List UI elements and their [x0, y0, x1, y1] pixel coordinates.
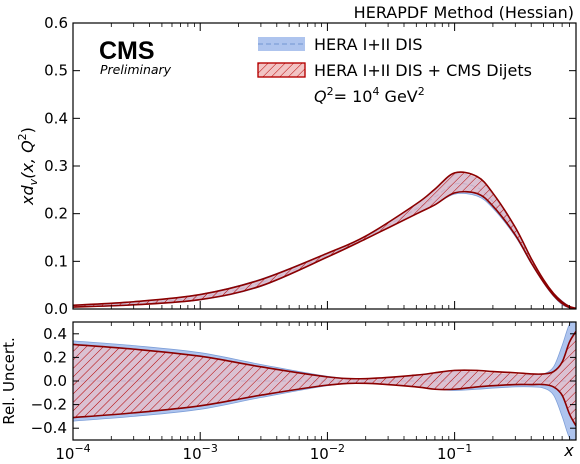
y-tick-label: 0.0 — [44, 300, 68, 318]
x-tick-label: 10−3 — [183, 442, 218, 463]
legend: HERA I+II DIS HERA I+II DIS + CMS Dijets… — [257, 35, 532, 106]
ratio-panel-bands — [73, 322, 576, 440]
ratio-band-series-1-upper-edge — [73, 331, 576, 380]
main-band-series-0 — [73, 173, 576, 309]
ratio-y-tick-label: 0.0 — [43, 372, 67, 390]
ratio-y-tick-label: −0.2 — [31, 396, 67, 414]
y-tick-label: 0.2 — [44, 205, 68, 223]
experiment-status: Preliminary — [100, 62, 172, 77]
main-band-series-1-upper-edge — [73, 171, 576, 309]
x-tick-label: 10−1 — [437, 442, 472, 463]
y-tick-label: 0.6 — [44, 14, 68, 32]
y-tick-label: 0.1 — [44, 252, 68, 270]
legend-label-0: HERA I+II DIS — [314, 35, 422, 54]
main-band-series-1-hatch — [73, 172, 576, 309]
axis-ticks: 0.0 0.1 0.2 0.3 0.4 0.5 0.6 −0.4 −0.2 0.0 0.2 0.4 10… — [31, 14, 577, 463]
ratio-band-series-1-hatch — [73, 331, 576, 426]
scale-annotation: Q2= 104 GeV2 — [314, 85, 425, 106]
ratio-y-tick-label: −0.4 — [31, 419, 67, 437]
legend-swatch-red-hatch — [257, 62, 306, 78]
x-axis-label: x — [563, 441, 574, 460]
y-tick-label: 0.3 — [44, 157, 68, 175]
ratio-y-tick-label: 0.2 — [43, 348, 67, 366]
y-tick-label: 0.5 — [44, 62, 68, 80]
legend-label-1: HERA I+II DIS + CMS Dijets — [314, 61, 532, 80]
experiment-label: CMS — [99, 37, 155, 65]
ratio-band-series-1-lower-edge — [73, 382, 576, 427]
main-band-series-1-lower-edge — [73, 190, 576, 309]
ratio-y-axis-label: Rel. Uncert. — [0, 337, 18, 424]
x-tick-label: 10−2 — [310, 442, 345, 463]
chart-title: HERAPDF Method (Hessian) — [354, 3, 574, 22]
legend-swatch-blue — [258, 37, 305, 51]
main-panel-bands — [73, 171, 576, 309]
y-tick-label: 0.4 — [44, 109, 68, 127]
y-axis-label: xdv(x, Q2) — [16, 127, 40, 206]
ratio-y-tick-label: 0.4 — [43, 325, 67, 343]
main-band-series-1 — [73, 172, 576, 309]
x-tick-label: 10−4 — [55, 442, 90, 463]
main-central-line-series-0 — [73, 183, 576, 309]
